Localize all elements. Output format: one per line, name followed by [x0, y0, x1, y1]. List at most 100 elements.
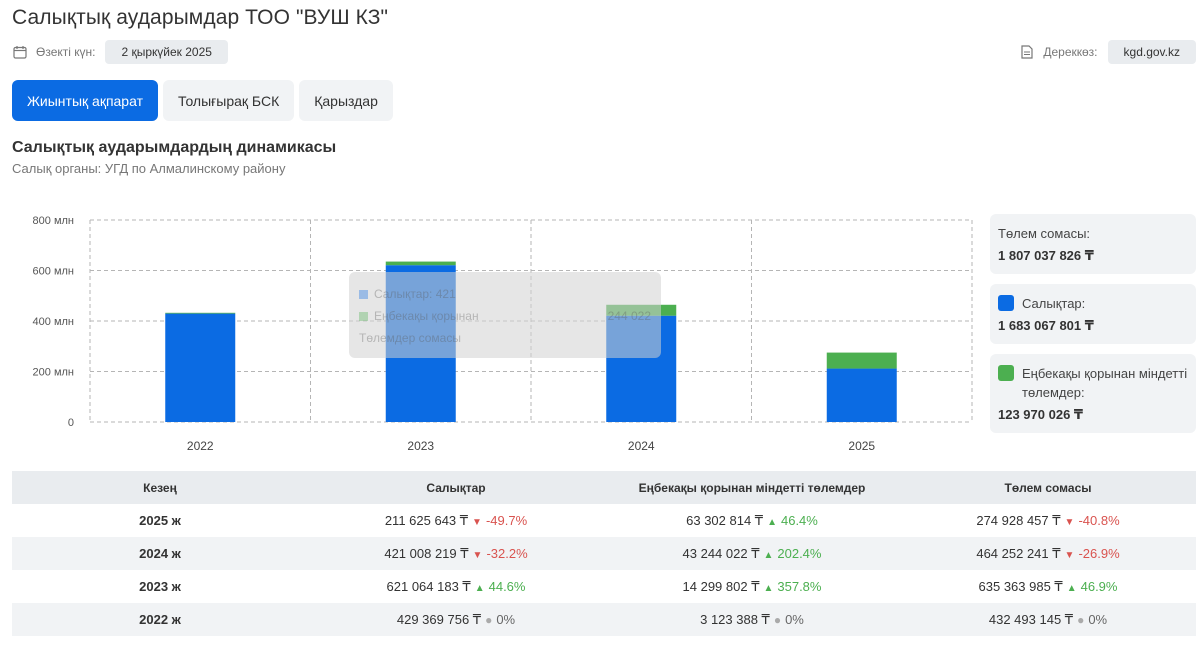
cell-taxes-change-text: -32.2% — [486, 545, 528, 561]
source-chip[interactable]: kgd.gov.kz — [1107, 40, 1196, 64]
bar-payroll — [826, 352, 897, 369]
tab-bar: Жиынтық ақпарат Толығырақ БСК Қарыздар — [12, 80, 398, 121]
date-info: Өзекті күн: 2 қыркүйек 2025 — [12, 40, 228, 64]
cell-taxes: 421 008 219 ₸ ▼ -32.2% — [308, 537, 604, 570]
cell-total-change-text: 46.9% — [1080, 578, 1118, 594]
cell-payroll-change-text: 202.4% — [777, 545, 822, 561]
cell-taxes-change-text: 0% — [496, 611, 516, 627]
tooltip-row-payroll: Еңбекақы қорынан 244 022 — [359, 308, 651, 324]
cell-taxes: 429 369 756 ₸ ● 0% — [308, 603, 604, 636]
section-title: Салықтық аударымдардың динамикасы — [12, 139, 337, 156]
arrow-down-icon: ▼ — [472, 516, 482, 528]
payments-table: Кезең Салықтар Еңбекақы қорынан міндетті… — [12, 471, 1196, 636]
cell-taxes-change-text: 44.6% — [488, 578, 526, 594]
arrow-up-icon: ▲ — [474, 582, 485, 594]
tab-debts[interactable]: Қарыздар — [299, 80, 393, 121]
dot-icon: ● — [773, 612, 782, 627]
header-period[interactable]: Кезең — [12, 471, 308, 504]
tooltip-row-total: Төлемдер сомасы — [359, 330, 651, 346]
dot-icon: ● — [485, 612, 493, 627]
page-title: Салықтық аударымдар ТОО "ВУШ КЗ" — [12, 6, 389, 29]
cell-total-change-text: -26.9% — [1078, 545, 1120, 561]
cell-payroll: 14 299 802 ₸ ▲ 357.8% — [604, 570, 900, 603]
cell-taxes-value: 429 369 756 ₸ — [396, 611, 482, 627]
total-value: 1 807 037 826 ₸ — [998, 248, 1094, 263]
table-header-row: Кезең Салықтар Еңбекақы қорынан міндетті… — [12, 471, 1196, 504]
arrow-down-icon: ▼ — [1064, 516, 1075, 528]
x-tick-label: 2024 — [628, 439, 655, 453]
cell-taxes-value: 621 064 183 ₸ — [386, 578, 471, 594]
cell-period: 2024 ж — [12, 537, 308, 570]
bar-payroll — [385, 261, 456, 266]
payroll-card[interactable]: Еңбекақы қорынан міндетті төлемдер: 123 … — [990, 354, 1196, 433]
arrow-up-icon: ▲ — [763, 582, 774, 594]
payroll-label: Еңбекақы қорынан міндетті төлемдер: — [1022, 366, 1188, 400]
header-taxes[interactable]: Салықтар — [308, 471, 604, 504]
bar-taxes — [826, 368, 897, 422]
header-total[interactable]: Төлем сомасы — [900, 471, 1196, 504]
taxes-value: 1 683 067 801 ₸ — [998, 318, 1094, 333]
cell-taxes-change: ▲ 44.6% — [471, 579, 526, 594]
tooltip-total-label: Төлемдер сомасы — [359, 331, 461, 345]
source-info: Дереккөз: kgd.gov.kz — [1019, 40, 1196, 64]
source-label: Дереккөз: — [1043, 45, 1098, 59]
header-payroll[interactable]: Еңбекақы қорынан міндетті төлемдер — [604, 471, 900, 504]
payroll-legend: Еңбекақы қорынан міндетті төлемдер: — [998, 364, 1188, 402]
table-row: 2024 ж 421 008 219 ₸ ▼ -32.2% 43 244 022 ₸ ▲ 2… — [12, 537, 1196, 570]
tooltip-swatch-payroll — [359, 311, 368, 321]
date-label: Өзекті күн: — [36, 45, 96, 59]
date-chip: 2 қыркүйек 2025 — [105, 40, 228, 64]
table-row: 2022 ж 429 369 756 ₸ ● 0% 3 123 388 ₸ ● 0% 432 … — [12, 603, 1196, 636]
cell-payroll: 43 244 022 ₸ ▲ 202.4% — [604, 537, 900, 570]
total-card: Төлем сомасы: 1 807 037 826 ₸ — [990, 214, 1196, 274]
y-tick-label: 0 — [68, 417, 74, 429]
taxes-card[interactable]: Салықтар: 1 683 067 801 ₸ — [990, 284, 1196, 344]
cell-total-value: 432 493 145 ₸ — [988, 611, 1074, 627]
cell-taxes-value: 211 625 643 ₸ — [384, 512, 469, 528]
cell-total-change-text: 0% — [1088, 611, 1108, 627]
taxes-swatch — [998, 295, 1014, 311]
tooltip-swatch-taxes — [359, 289, 368, 299]
dot-icon: ● — [1077, 612, 1085, 627]
arrow-down-icon: ▼ — [472, 549, 483, 561]
cell-payroll: 3 123 388 ₸ ● 0% — [604, 603, 900, 636]
cell-period: 2023 ж — [139, 579, 181, 594]
cell-payroll-change-text: 357.8% — [777, 578, 822, 594]
cell-total-value: 274 928 457 ₸ — [976, 512, 1061, 528]
summary-panel: Төлем сомасы: 1 807 037 826 ₸ Салықтар: … — [990, 214, 1196, 443]
cell-total: 432 493 145 ₸ ● 0% — [900, 603, 1196, 636]
calendar-icon — [12, 44, 28, 60]
tooltip-payroll-value: 244 022 — [607, 309, 651, 323]
y-tick-label: 400 млн — [33, 316, 74, 328]
cell-payroll-change: ▲ 357.8% — [759, 579, 821, 594]
arrow-up-icon: ▲ — [1066, 582, 1077, 594]
cell-payroll-value: 63 302 814 ₸ — [686, 512, 764, 528]
table-row: 2025 ж 211 625 643 ₸ ▼ -49.7% 63 302 814 ₸ ▲ 4… — [12, 504, 1196, 537]
y-tick-label: 600 млн — [33, 266, 74, 278]
cell-taxes-value: 421 008 219 ₸ — [384, 545, 469, 561]
arrow-down-icon: ▼ — [1064, 549, 1075, 561]
cell-taxes-change: ● 0% — [481, 612, 515, 627]
meta-row: Өзекті күн: 2 қыркүйек 2025 Дереккөз: kg… — [12, 40, 1196, 64]
cell-total-change: ● 0% — [1073, 612, 1107, 627]
cell-payroll-change-text: 0% — [785, 611, 804, 627]
tooltip-taxes-label: Салықтар: 421 — [374, 287, 456, 301]
cell-period: 2025 ж — [139, 513, 181, 528]
cell-total-change: ▼ -40.8% — [1061, 513, 1120, 528]
cell-total: 274 928 457 ₸ ▼ -40.8% — [900, 504, 1196, 537]
tab-bsk-details[interactable]: Толығырақ БСК — [163, 80, 295, 121]
cell-taxes-change: ▼ -32.2% — [469, 546, 528, 561]
cell-taxes: 621 064 183 ₸ ▲ 44.6% — [308, 570, 604, 603]
cell-taxes-change: ▼ -49.7% — [468, 513, 527, 528]
y-tick-label: 200 млн — [33, 367, 74, 379]
x-tick-label: 2023 — [407, 439, 434, 453]
taxes-legend: Салықтар: — [998, 294, 1188, 313]
x-tick-label: 2025 — [848, 439, 875, 453]
cell-payroll-value: 43 244 022 ₸ — [682, 545, 760, 561]
cell-total: 635 363 985 ₸ ▲ 46.9% — [900, 570, 1196, 603]
cell-taxes-change-text: -49.7% — [485, 512, 528, 528]
cell-total-change: ▲ 46.9% — [1063, 579, 1118, 594]
tab-summary[interactable]: Жиынтық ақпарат — [12, 80, 158, 121]
tooltip-payroll-label: Еңбекақы қорынан — [374, 309, 479, 323]
cell-payroll-change-text: 46.4% — [780, 512, 818, 528]
